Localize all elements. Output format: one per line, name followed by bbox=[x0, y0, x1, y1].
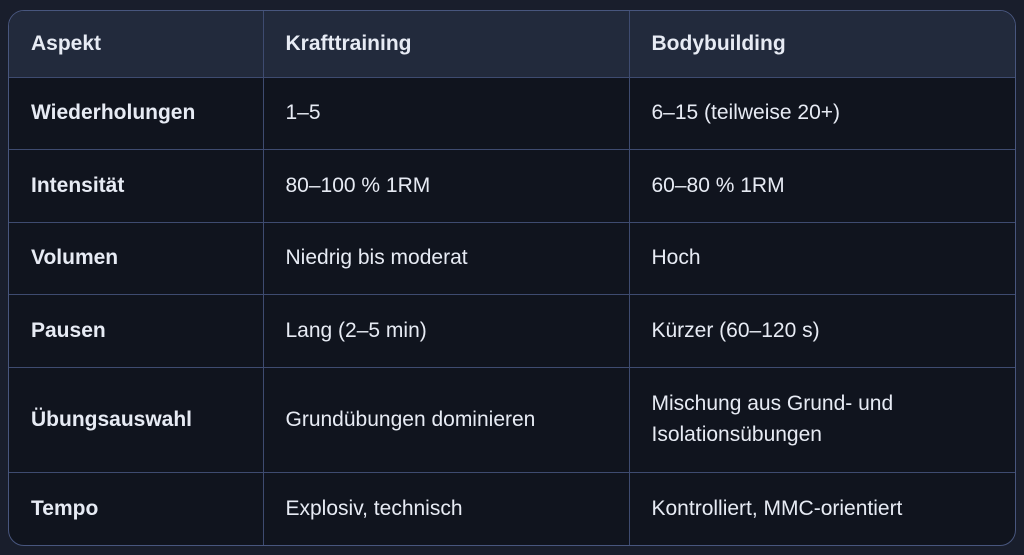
table-body: Wiederholungen 1–5 6–15 (teilweise 20+) Int… bbox=[9, 76, 1015, 545]
column-header-bodybuilding: Bodybuilding bbox=[628, 11, 1015, 77]
table-row: Intensität 80–100 % 1RM 60–80 % 1RM bbox=[9, 149, 1015, 223]
table-row: Pausen Lang (2–5 min) Kürzer (60–120 s) bbox=[9, 294, 1015, 368]
value-cell: Mischung aus Grund- und Isolationsübunge… bbox=[628, 366, 1015, 473]
row-header-cell: Tempo bbox=[9, 471, 263, 545]
table-row: Volumen Niedrig bis moderat Hoch bbox=[9, 221, 1015, 295]
value-cell: Niedrig bis moderat bbox=[262, 221, 629, 295]
value-cell: 6–15 (teilweise 20+) bbox=[628, 76, 1015, 150]
row-header-cell: Pausen bbox=[9, 294, 263, 368]
value-cell: 60–80 % 1RM bbox=[628, 149, 1015, 223]
value-cell: Explosiv, technisch bbox=[262, 471, 629, 545]
value-cell: Kontrolliert, MMC-orientiert bbox=[628, 471, 1015, 545]
table-row: Wiederholungen 1–5 6–15 (teilweise 20+) bbox=[9, 76, 1015, 150]
comparison-table-card: Aspekt Krafttraining Bodybuilding Wieder… bbox=[8, 10, 1016, 546]
column-header-aspekt: Aspekt bbox=[9, 11, 263, 77]
row-header-cell: Übungsauswahl bbox=[9, 366, 263, 473]
comparison-table: Aspekt Krafttraining Bodybuilding Wieder… bbox=[9, 11, 1015, 545]
row-header-cell: Wiederholungen bbox=[9, 76, 263, 150]
value-cell: Lang (2–5 min) bbox=[262, 294, 629, 368]
row-header-cell: Volumen bbox=[9, 221, 263, 295]
value-cell: Grundübungen dominieren bbox=[262, 366, 629, 473]
row-header-cell: Intensität bbox=[9, 149, 263, 223]
value-cell: 1–5 bbox=[262, 76, 629, 150]
column-header-krafttraining: Krafttraining bbox=[262, 11, 629, 77]
value-cell: Hoch bbox=[628, 221, 1015, 295]
table-row: Übungsauswahl Grundübungen dominieren Misc… bbox=[9, 366, 1015, 473]
table-header: Aspekt Krafttraining Bodybuilding bbox=[9, 11, 1015, 77]
header-row: Aspekt Krafttraining Bodybuilding bbox=[9, 11, 1015, 77]
value-cell: Kürzer (60–120 s) bbox=[628, 294, 1015, 368]
value-cell: 80–100 % 1RM bbox=[262, 149, 629, 223]
table-row: Tempo Explosiv, technisch Kontrolliert, MM… bbox=[9, 471, 1015, 545]
